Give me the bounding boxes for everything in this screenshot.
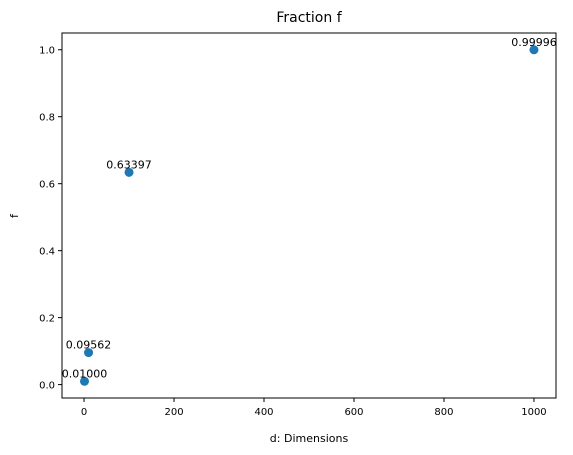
y-tick-label: 0.4 xyxy=(39,247,55,258)
data-points xyxy=(79,45,539,386)
x-axis-label: d: Dimensions xyxy=(270,432,349,445)
x-tick-label: 600 xyxy=(344,407,363,418)
x-tick-label: 0 xyxy=(81,407,87,418)
y-axis-label: f xyxy=(8,213,21,218)
data-point xyxy=(529,45,539,55)
y-tick-label: 0.0 xyxy=(39,381,55,392)
data-point xyxy=(124,167,134,177)
data-label: 0.01000 xyxy=(62,367,108,380)
data-label: 0.99996 xyxy=(511,36,557,49)
data-point xyxy=(79,376,89,386)
y-tick-label: 1.0 xyxy=(39,46,55,57)
y-tick-label: 0.6 xyxy=(39,180,55,191)
data-point xyxy=(84,348,94,358)
data-label: 0.63397 xyxy=(106,158,152,171)
x-tick-label: 200 xyxy=(164,407,183,418)
x-tick-label: 800 xyxy=(434,407,453,418)
data-labels: 0.01000 0.09562 0.63397 0.99996 xyxy=(62,36,557,381)
x-tick-label: 400 xyxy=(254,407,273,418)
chart-title: Fraction f xyxy=(276,10,342,26)
y-axis: 0.0 0.2 0.4 0.6 0.8 1.0 xyxy=(39,46,62,392)
x-axis: 0 200 400 600 800 1000 xyxy=(81,398,547,418)
y-tick-label: 0.8 xyxy=(39,113,55,124)
y-tick-label: 0.2 xyxy=(39,314,55,325)
data-label: 0.09562 xyxy=(66,339,112,352)
x-tick-label: 1000 xyxy=(521,407,546,418)
plot-frame xyxy=(61,32,557,399)
